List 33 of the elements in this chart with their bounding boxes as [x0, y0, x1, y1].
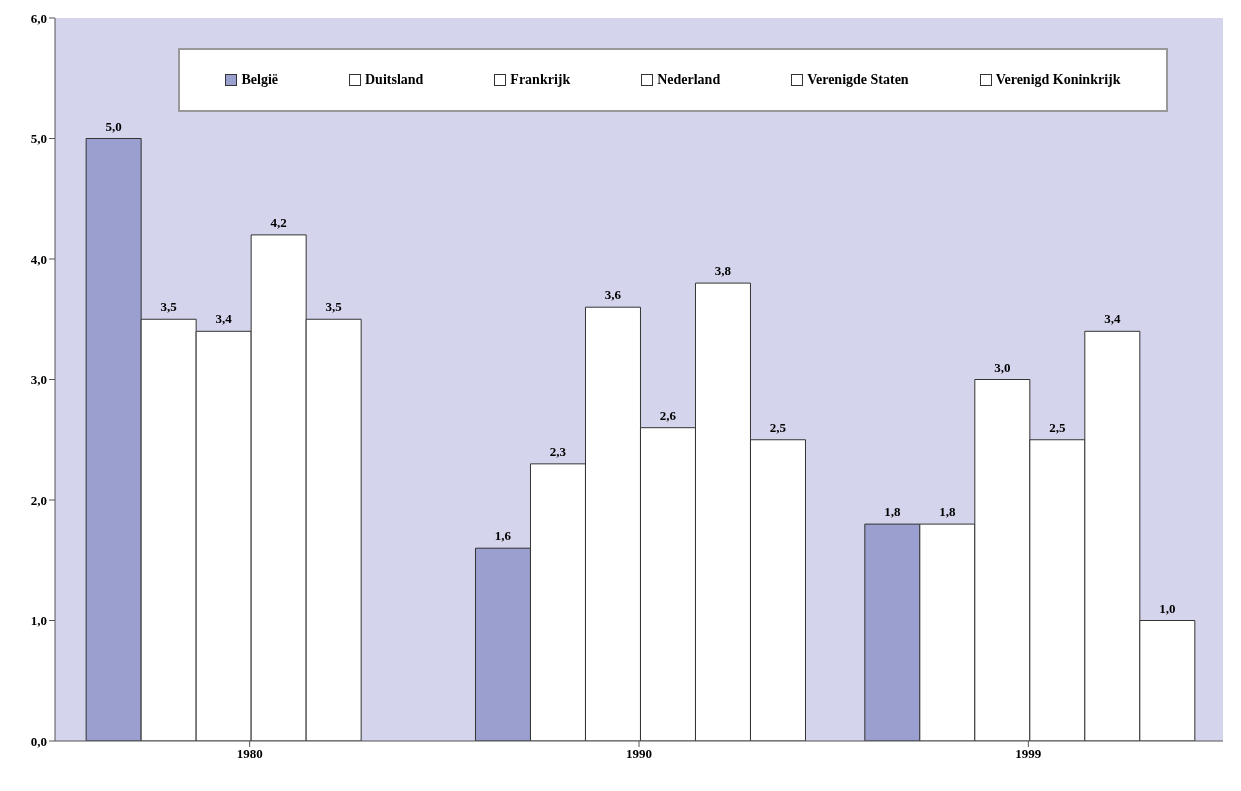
- data-label: 2,5: [769, 419, 787, 435]
- legend-label: Nederland: [657, 72, 721, 88]
- y-tick-label: 5,0: [30, 131, 47, 147]
- x-tick-label: 1999: [1015, 746, 1042, 762]
- data-label: 3,4: [215, 311, 233, 327]
- data-label: 5,0: [105, 118, 122, 134]
- legend-label: Verenigd Koninkrijk: [995, 72, 1121, 88]
- data-label: 2,6: [659, 407, 677, 423]
- data-label: 3,0: [994, 359, 1011, 375]
- data-label: 1,8: [884, 504, 901, 520]
- legend-label: Verenigde Staten: [807, 72, 909, 88]
- x-tick-label: 1980: [236, 746, 263, 762]
- data-label: 4,2: [270, 214, 287, 230]
- legend-label: België: [241, 72, 279, 88]
- y-tick-label: 1,0: [30, 613, 47, 629]
- data-label: 2,3: [549, 443, 567, 459]
- y-tick-label: 2,0: [30, 492, 47, 508]
- x-tick-label: 1990: [626, 746, 652, 762]
- legend-label: Duitsland: [365, 72, 424, 88]
- y-tick-label: 6,0: [30, 10, 47, 26]
- data-label: 3,8: [714, 263, 732, 279]
- data-label: 3,6: [604, 287, 622, 303]
- legend-label: Frankrijk: [510, 72, 571, 88]
- data-label: 1,0: [1159, 600, 1176, 616]
- y-tick-label: 3,0: [30, 372, 47, 388]
- data-label: 1,6: [494, 528, 512, 544]
- y-tick-label: 4,0: [30, 251, 47, 267]
- data-label: 2,5: [1049, 419, 1066, 435]
- data-label: 3,4: [1104, 311, 1121, 327]
- data-label: 3,5: [325, 299, 343, 315]
- data-label: 1,8: [939, 504, 956, 520]
- y-tick-label: 0,0: [30, 733, 47, 749]
- data-label: 3,5: [160, 299, 178, 315]
